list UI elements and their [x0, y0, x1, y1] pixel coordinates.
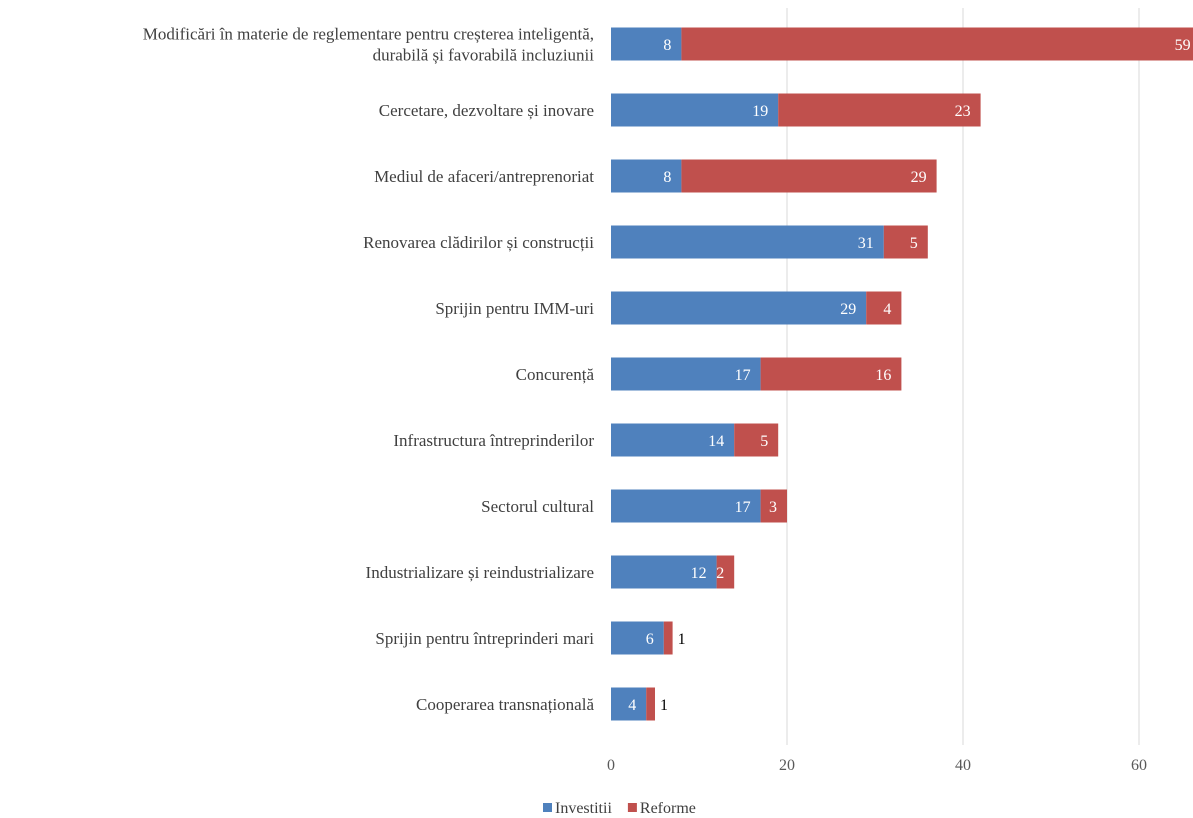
bar-reforme [646, 687, 655, 721]
legend: Investitii Reforme [543, 800, 696, 817]
x-tick-label: 0 [607, 757, 615, 774]
category-label: durabilă și favorabilă incluziunii [373, 46, 595, 65]
bar-reforme [778, 93, 981, 127]
category-label: Infrastructura întreprinderilor [393, 431, 594, 450]
category-label: Industrializare și reindustrializare [366, 563, 594, 582]
data-label: 1 [660, 697, 668, 714]
category-label: Modificări în materie de reglementare pe… [143, 25, 594, 44]
category-label: Renovarea clădirilor și construcții [363, 233, 594, 252]
bar-reforme [760, 489, 787, 523]
data-label: 2 [716, 565, 724, 582]
legend-label: Investitii [555, 800, 612, 817]
category-label: Sprijin pentru IMM-uri [435, 299, 594, 318]
data-label: 5 [760, 433, 768, 450]
bar-investitii [611, 489, 761, 523]
x-tick-label: 60 [1131, 757, 1147, 774]
bar-reforme [866, 291, 902, 325]
category-label: Sectorul cultural [481, 497, 594, 516]
x-axis-ticks: 0 20 40 60 [607, 757, 1147, 774]
category-labels: Modificări în materie de reglementare pe… [143, 25, 595, 715]
category-label: Mediul de afaceri/antreprenoriat [374, 167, 594, 186]
bar-investitii [611, 621, 664, 655]
data-label: 29 [840, 301, 856, 318]
x-tick-label: 20 [779, 757, 795, 774]
data-label: 31 [858, 235, 874, 252]
x-tick-label: 40 [955, 757, 971, 774]
data-label: 8 [663, 169, 671, 186]
bar-investitii [611, 225, 884, 259]
bar-investitii [611, 687, 647, 721]
data-label: 3 [769, 499, 777, 516]
category-label: Cercetare, dezvoltare și inovare [379, 101, 594, 120]
category-label: Cooperarea transnațională [416, 695, 594, 714]
data-label: 23 [955, 103, 971, 120]
bar-reforme [681, 159, 937, 193]
bar-reforme [681, 27, 1193, 61]
data-label: 4 [883, 301, 891, 318]
bar-investitii [611, 423, 735, 457]
data-label: 4 [628, 697, 636, 714]
bar-investitii [611, 27, 682, 61]
data-label: 17 [735, 367, 751, 384]
bar-investitii [611, 159, 682, 193]
bar-investitii [611, 291, 867, 325]
data-label: 8 [663, 37, 671, 54]
legend-swatch [543, 803, 552, 812]
bar-reforme [760, 357, 902, 391]
category-label: Sprijin pentru întreprinderi mari [375, 629, 594, 648]
legend-swatch [627, 803, 637, 812]
data-label: 14 [708, 433, 724, 450]
bar-investitii [611, 93, 779, 127]
data-label: 29 [911, 169, 927, 186]
data-label: 6 [646, 631, 654, 648]
bar-investitii [611, 357, 761, 391]
data-label: 12 [691, 565, 707, 582]
bar-reforme [883, 225, 928, 259]
bar-reforme [716, 555, 735, 589]
category-label: Concurență [516, 365, 595, 384]
data-label: 17 [735, 499, 751, 516]
bar-reforme [663, 621, 673, 655]
data-label: 16 [875, 367, 891, 384]
legend-label: Reforme [640, 800, 696, 817]
bar-reforme [734, 423, 779, 457]
data-label: 59 [1175, 37, 1191, 54]
data-label: 5 [910, 235, 918, 252]
bar-investitii [611, 555, 717, 589]
data-label: 19 [752, 103, 768, 120]
data-label: 1 [678, 631, 686, 648]
